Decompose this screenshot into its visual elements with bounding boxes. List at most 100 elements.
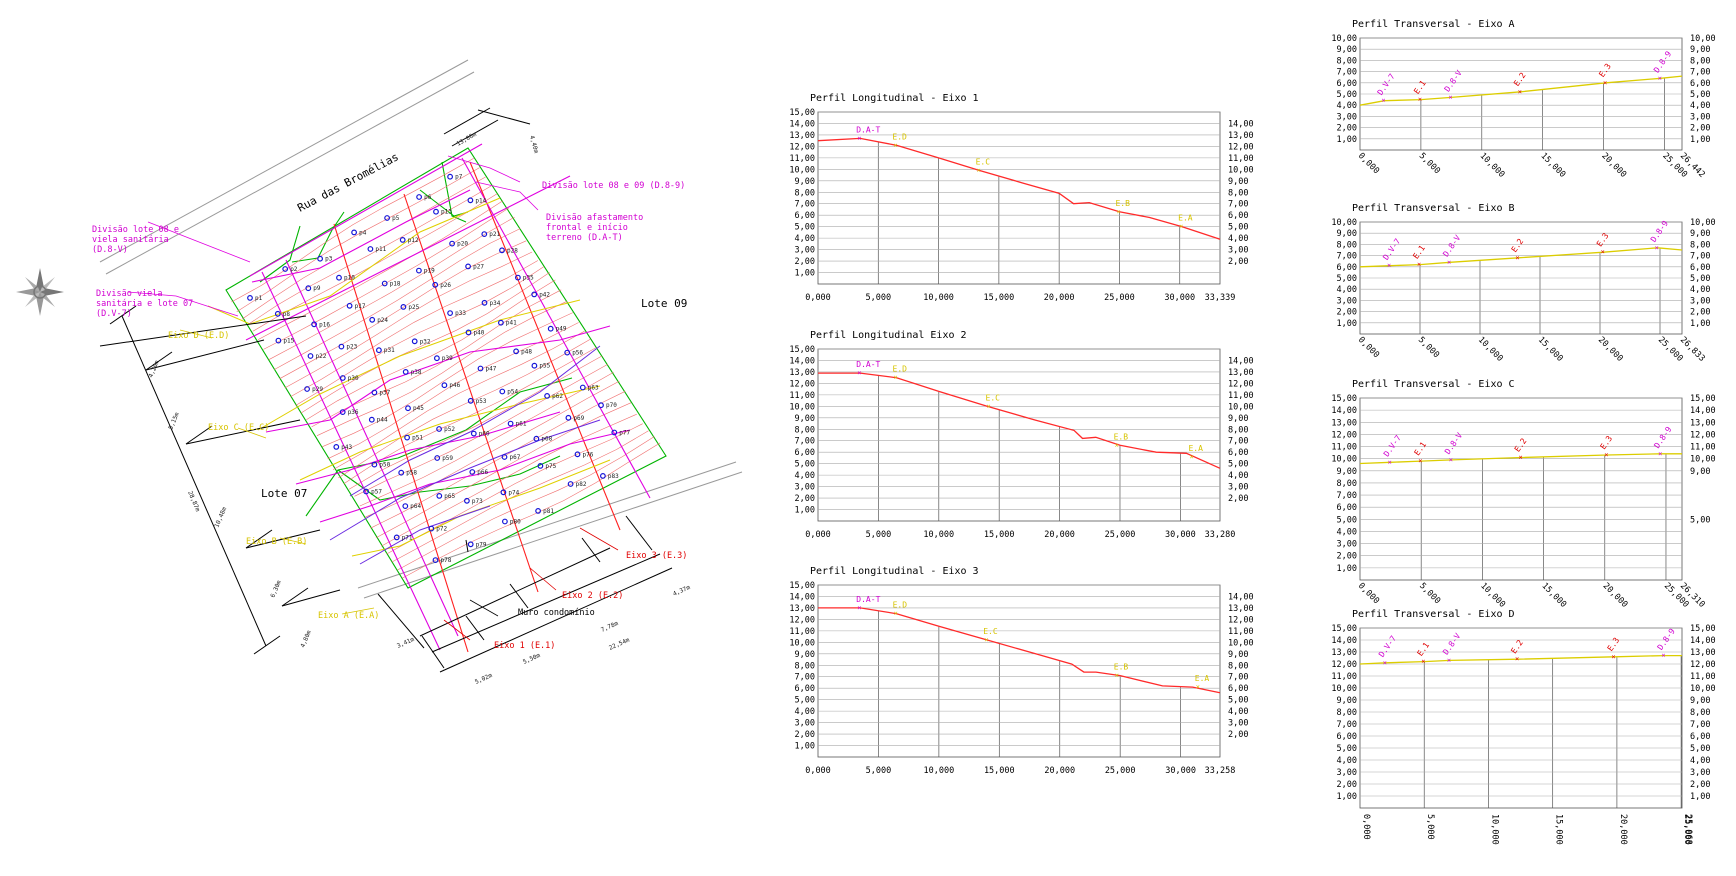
point-marker: × — [1449, 456, 1453, 464]
profile-chart-7: Perfil Transversal - Eixo D 0,000 5,000 10,… — [1331, 609, 1715, 845]
profile-line — [1359, 654, 1682, 665]
y-tick-label-left: 6,00 — [795, 211, 815, 221]
survey-point-label: p53 — [476, 398, 487, 405]
contour-line — [295, 266, 544, 406]
y-tick-label-left: 3,00 — [795, 719, 815, 729]
y-tick-label-left: 13,00 — [789, 131, 815, 141]
marker-label: D.8-V — [1441, 233, 1462, 258]
x-tick-label: 15,000 — [984, 293, 1015, 303]
div-08-09-label: Divisão lote 08 e 09 (D.8-9) — [542, 181, 685, 191]
contour-line — [375, 402, 632, 539]
marker-label: E.A — [1178, 214, 1193, 223]
survey-point-label: p72 — [436, 526, 447, 533]
marker-label: D.8-V — [1443, 68, 1464, 93]
x-tick-label: 5,000 — [1425, 814, 1435, 840]
x-tick-label: 10,000 — [924, 766, 955, 776]
survey-point-marker — [515, 274, 521, 281]
dim-left-1: 4,20m — [147, 359, 161, 379]
division-lines-magenta — [245, 143, 651, 651]
survey-point-marker — [317, 255, 324, 262]
point-marker: × — [1518, 88, 1522, 96]
x-tick-label: 0,000 — [1356, 581, 1381, 606]
marker-label: D.A-T — [856, 595, 880, 604]
dimension-lines — [99, 107, 673, 673]
x-tick-label: 20,000 — [1044, 530, 1075, 540]
y-tick-label-left: 4,00 — [1337, 756, 1357, 766]
chart-title: Perfil Transversal - Eixo A — [1352, 19, 1515, 30]
x-tick-label: 33,258 — [1205, 766, 1236, 776]
div-viela-07-label-2: sanitária e lote 07 — [96, 299, 193, 309]
survey-point-label: p26 — [440, 282, 451, 289]
point-marker: × — [893, 141, 897, 149]
survey-point-marker — [432, 557, 439, 563]
survey-point-marker — [533, 435, 540, 442]
street-name: Rua das Bromélias — [295, 150, 401, 214]
y-tick-label-right: 11,00 — [1228, 391, 1254, 401]
y-tick-label-left: 13,00 — [789, 604, 815, 614]
eixo-1-label: Eixo 1 (E.1) — [494, 641, 555, 651]
survey-point-label: p65 — [444, 493, 455, 500]
y-tick-label-left: 12,00 — [1331, 660, 1357, 670]
y-tick-label-right: 10,00 — [1690, 34, 1716, 44]
y-tick-label-right: 14,00 — [1228, 119, 1254, 129]
survey-point-label: p60 — [479, 431, 490, 438]
marker-label: E.C — [976, 157, 991, 166]
x-tick-label: 20,000 — [1601, 581, 1630, 610]
y-tick-label-left: 6,00 — [1337, 79, 1357, 89]
contour-line — [397, 436, 655, 571]
dim-bottom-3: 5,50m — [522, 652, 542, 666]
x-tick-label: 30,000 — [1165, 766, 1196, 776]
eixo-b-label: Eixo B (E.B) — [246, 537, 307, 547]
x-tick-label: 15,000 — [1539, 581, 1568, 610]
y-tick-label-right: 10,00 — [1690, 455, 1716, 465]
marker-label: D.8-9 — [1656, 627, 1677, 652]
x-tick-label: 25,068 — [1683, 814, 1693, 845]
contour-line — [300, 272, 550, 414]
x-tick-label: 0,000 — [1356, 335, 1381, 360]
survey-point-marker — [405, 405, 411, 412]
survey-point-marker — [402, 503, 409, 510]
y-tick-label-left: 8,00 — [795, 188, 815, 198]
survey-point-label: p74 — [508, 489, 519, 496]
lot-boundary — [225, 147, 667, 589]
survey-point-label: p83 — [608, 473, 619, 480]
survey-point-label: p10 — [344, 275, 355, 282]
y-tick-label-right: 5,00 — [1228, 696, 1248, 706]
survey-point-label: p14 — [475, 197, 486, 204]
y-tick-label-right: 7,00 — [1228, 200, 1248, 210]
y-tick-label-left: 9,00 — [795, 177, 815, 187]
compass-rose-icon — [16, 268, 64, 316]
y-tick-label-right: 14,00 — [1690, 636, 1716, 646]
x-tick-label: 0,000 — [805, 530, 831, 540]
y-tick-label-left: 3,00 — [1337, 296, 1357, 306]
survey-point-label: p11 — [375, 246, 386, 253]
y-tick-label-right: 11,00 — [1228, 154, 1254, 164]
point-marker: × — [1417, 261, 1421, 269]
point-marker: × — [1611, 653, 1615, 661]
survey-point-marker — [537, 463, 544, 469]
survey-point-label: p13 — [441, 209, 452, 216]
contour-line — [391, 430, 649, 563]
contour-line — [348, 355, 603, 490]
marker-label: D.V-7 — [1376, 72, 1397, 97]
y-tick-label-right: 12,00 — [1228, 142, 1254, 152]
y-tick-label-left: 4,00 — [1337, 527, 1357, 537]
y-tick-label-left: 7,00 — [795, 437, 815, 447]
y-tick-label-left: 15,00 — [789, 108, 815, 118]
y-tick-label-right: 2,00 — [1690, 124, 1710, 134]
marker-label: E.3 — [1595, 231, 1611, 248]
survey-point-label: p2 — [290, 266, 298, 273]
y-tick-label-right: 4,00 — [1690, 285, 1710, 295]
survey-point-label: p51 — [412, 435, 423, 442]
survey-point-marker — [434, 455, 441, 461]
point-marker: × — [1381, 97, 1385, 105]
survey-point-marker — [507, 420, 514, 427]
y-tick-label-right: 7,00 — [1690, 720, 1710, 730]
y-tick-label-left: 12,00 — [789, 142, 815, 152]
survey-point-marker — [436, 493, 443, 499]
contour-line — [290, 260, 539, 398]
point-marker: × — [1604, 451, 1608, 459]
survey-point-label: p38 — [411, 369, 422, 376]
y-tick-label-right: 11,00 — [1228, 627, 1254, 637]
y-tick-label-right: 4,00 — [1690, 756, 1710, 766]
